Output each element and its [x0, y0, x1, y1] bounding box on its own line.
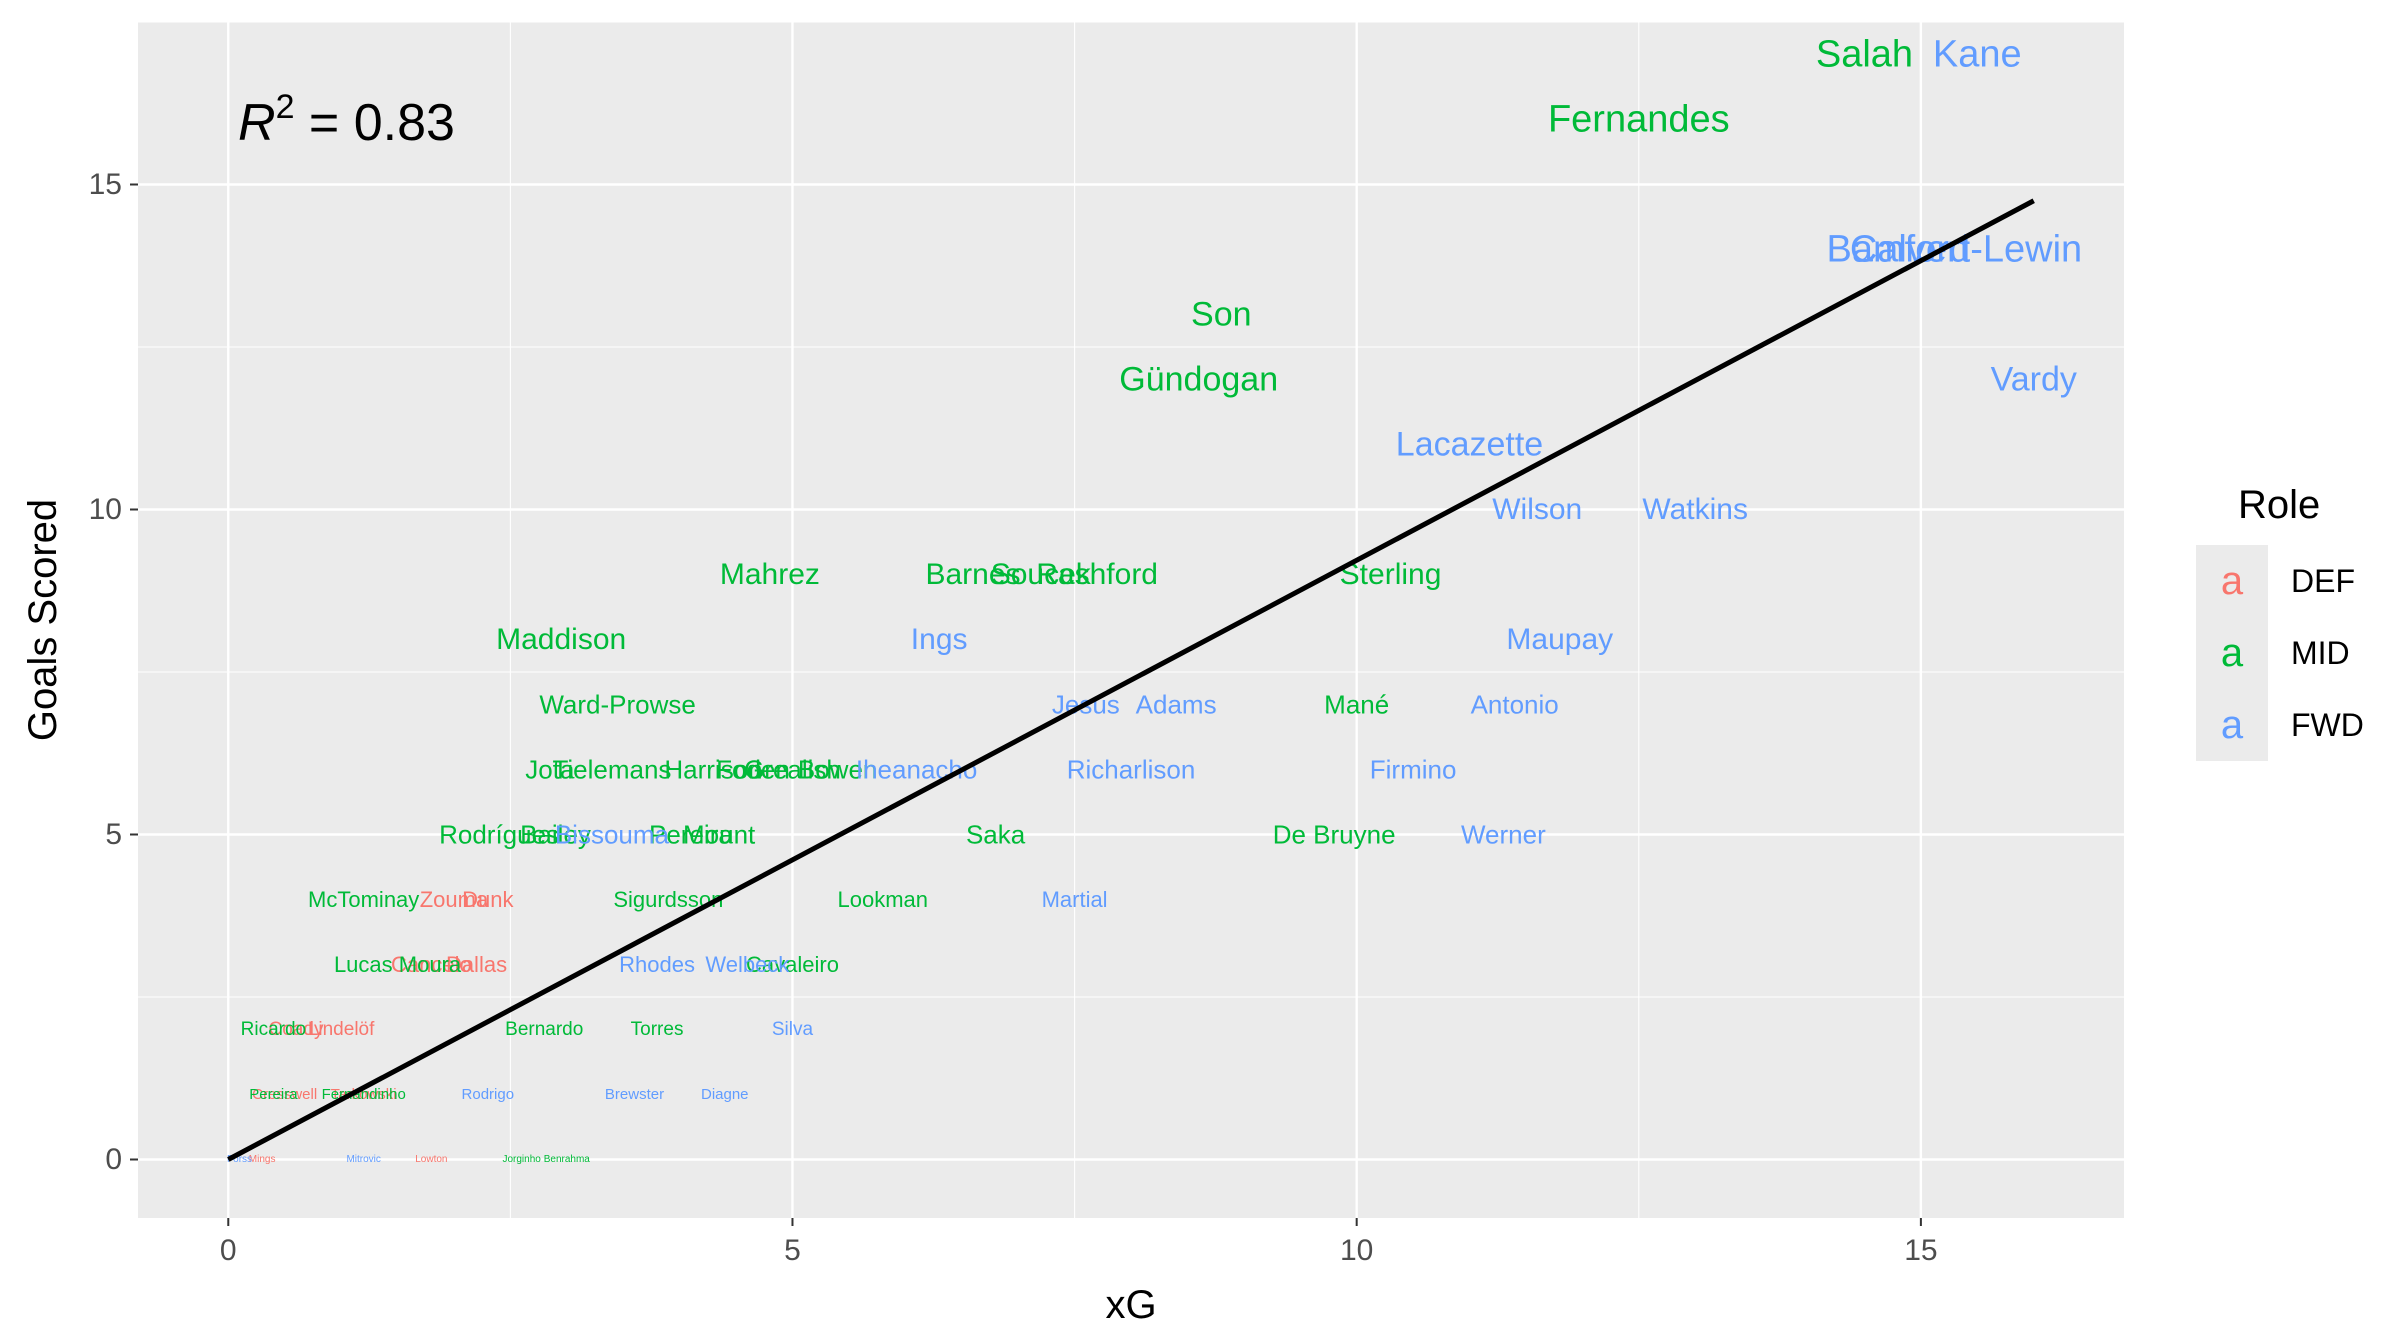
point-label: Martial [1042, 887, 1108, 912]
point-label: Zouma [420, 887, 489, 912]
legend-label: DEF [2291, 563, 2355, 599]
point-label: Adams [1136, 690, 1217, 720]
x-axis-title: xG [1105, 1283, 1156, 1327]
y-axis-title: Goals Scored [21, 499, 65, 741]
point-label: Maddison [496, 623, 626, 656]
y-tick-label: 10 [89, 493, 122, 526]
point-label: Lacazette [1396, 426, 1543, 464]
point-label: Antonio [1471, 690, 1559, 720]
point-label: Torres [631, 1019, 684, 1040]
point-label: Cresswell [252, 1086, 317, 1103]
major-gridlines [138, 22, 2124, 1218]
x-tick-label: 10 [1340, 1234, 1373, 1267]
point-label: Ings [911, 623, 968, 656]
legend-title: Role [2238, 483, 2320, 527]
point-label: Welbeck [705, 952, 790, 977]
point-label: Cancelo [391, 952, 472, 977]
point-label: Lindelöf [308, 1019, 375, 1040]
point-label: Bernardo [505, 1019, 583, 1040]
point-label: Foden [716, 755, 790, 785]
point-label: Sterling [1340, 558, 1442, 591]
regression-line [227, 198, 2035, 1162]
point-label: Soucek [991, 558, 1092, 591]
legend-glyph: a [2221, 631, 2244, 675]
point-label: Jota [525, 755, 575, 785]
r-squared-label: R2 = 0.83 [238, 88, 455, 152]
point-label: Mount [683, 820, 756, 850]
point-label: Gündogan [1119, 361, 1278, 399]
point-label: Rodrígues [439, 820, 559, 850]
y-tick-label: 0 [105, 1143, 122, 1176]
point-label: Ward-Prowse [539, 690, 696, 720]
x-tick-label: 5 [784, 1234, 801, 1267]
point-label: Son [1191, 296, 1252, 334]
point-label: Richarlison [1067, 755, 1196, 785]
point-label: Firmino [1370, 755, 1457, 785]
point-label: Salah [1816, 34, 1913, 76]
point-label: Rashford [1036, 558, 1158, 591]
point-label: Lucas Moura [334, 952, 462, 977]
point-label: Mahrez [720, 558, 820, 591]
point-label: Ricardo [241, 1019, 306, 1040]
point-label: Grealish [744, 755, 841, 785]
point-label: Fernandes [1548, 99, 1730, 141]
point-label: Diagne [701, 1086, 749, 1103]
legend: Role a DEF a MID a FWD [2196, 483, 2364, 761]
point-label: Kane [1933, 34, 2022, 76]
point-label: Pereira [649, 820, 733, 850]
point-label: Cavaleiro [746, 952, 839, 977]
point-label: McTominay [308, 887, 419, 912]
axis-tick-labels: 0 5 10 15 0 5 10 15 [89, 168, 1938, 1267]
point-label: Mitrovic [346, 1154, 380, 1165]
legend-label: MID [2291, 635, 2350, 671]
point-label: Harrison [664, 755, 762, 785]
point-label: Sigurdsson [613, 887, 723, 912]
legend-glyph: a [2221, 559, 2244, 603]
point-label: Lookman [837, 887, 928, 912]
legend-glyph: a [2221, 703, 2244, 747]
fit-line [227, 198, 2035, 1162]
point-label: Werner [1461, 820, 1546, 850]
point-label: Barnes [925, 558, 1020, 591]
point-label: Lowton [415, 1154, 447, 1165]
point-label: Rhodes [619, 952, 695, 977]
legend-key [2196, 545, 2268, 617]
y-tick-label: 5 [105, 818, 122, 851]
point-label: Dallas [446, 952, 507, 977]
point-label: Pereira [249, 1086, 298, 1103]
r-squared-annotation: R2 = 0.83 [238, 88, 455, 152]
minor-gridlines [138, 21, 2124, 1218]
point-label: Mings [249, 1154, 276, 1165]
point-label: Bowen [798, 755, 878, 785]
point-label: Dunk [462, 887, 514, 912]
point-label: Brewster [605, 1086, 664, 1103]
point-label: Bailey [520, 820, 591, 850]
axis-ticks [130, 183, 1922, 1226]
point-label: Coady [269, 1019, 324, 1040]
point-label: Mané [1324, 690, 1389, 720]
legend-key [2196, 617, 2268, 689]
point-label: Silva [772, 1019, 814, 1040]
legend-key [2196, 689, 2268, 761]
point-label: Saka [966, 820, 1026, 850]
point-label: Bissouma [555, 820, 670, 850]
x-tick-label: 0 [220, 1234, 237, 1267]
point-label: Iheanacho [856, 755, 977, 785]
x-tick-label: 15 [1904, 1234, 1937, 1267]
point-label: Forss [227, 1154, 252, 1165]
legend-label: FWD [2291, 707, 2364, 743]
point-label: Jorginho [502, 1154, 541, 1165]
point-label: Vardy [1991, 361, 2077, 399]
point-label: Benrahma [544, 1154, 591, 1165]
point-label: Rodrigo [462, 1086, 515, 1103]
y-tick-label: 15 [89, 168, 122, 201]
plot-panel [138, 22, 2124, 1218]
point-label: Tielemans [552, 755, 671, 785]
point-label: De Bruyne [1273, 820, 1396, 850]
point-label: Wilson [1492, 493, 1582, 526]
point-label: Watkins [1642, 493, 1748, 526]
point-label: Maupay [1506, 623, 1613, 656]
